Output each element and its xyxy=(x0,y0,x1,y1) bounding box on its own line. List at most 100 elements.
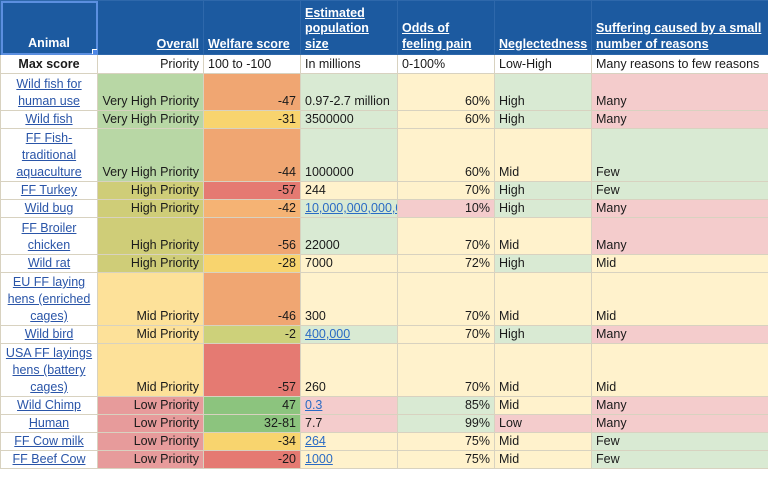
cell-max-animal[interactable]: Max score xyxy=(0,54,98,74)
cell-animal[interactable]: Wild rat xyxy=(0,254,98,273)
cell-population[interactable]: 22000 xyxy=(300,217,398,255)
cell-animal[interactable]: Human xyxy=(0,414,98,433)
cell-welfare-score[interactable]: -34 xyxy=(203,432,301,451)
cell-animal-link[interactable]: FF Fish-traditional aquaculture xyxy=(16,131,82,179)
cell-welfare-score[interactable]: -44 xyxy=(203,128,301,182)
cell-suffering[interactable]: Mid xyxy=(591,343,768,397)
cell-overall-priority[interactable]: Mid Priority xyxy=(97,343,204,397)
cell-animal[interactable]: Wild bird xyxy=(0,325,98,344)
cell-neglectedness[interactable]: High xyxy=(494,254,592,273)
cell-suffering[interactable]: Many xyxy=(591,110,768,129)
cell-suffering[interactable]: Mid xyxy=(591,272,768,326)
header-welfare-score[interactable]: Welfare score xyxy=(203,0,301,55)
cell-animal[interactable]: Wild fish for human use xyxy=(0,73,98,111)
cell-overall-priority[interactable]: Low Priority xyxy=(97,432,204,451)
cell-welfare-score[interactable]: -57 xyxy=(203,181,301,200)
cell-suffering[interactable]: Few xyxy=(591,128,768,182)
cell-neglectedness[interactable]: High xyxy=(494,325,592,344)
cell-animal-link[interactable]: Wild fish for human use xyxy=(16,77,82,108)
cell-overall-priority[interactable]: Very High Priority xyxy=(97,128,204,182)
cell-welfare-score[interactable]: -57 xyxy=(203,343,301,397)
cell-neglectedness[interactable]: Mid xyxy=(494,396,592,415)
cell-animal-link[interactable]: FF Broiler chicken xyxy=(21,221,77,252)
cell-suffering[interactable]: Many xyxy=(591,199,768,218)
fill-handle[interactable] xyxy=(92,49,97,54)
cell-population-link[interactable]: 400,000 xyxy=(305,327,351,341)
cell-pain-odds[interactable]: 70% xyxy=(397,217,495,255)
cell-suffering[interactable]: Mid xyxy=(591,254,768,273)
cell-max-overall[interactable]: Priority xyxy=(97,54,204,74)
cell-welfare-score[interactable]: -46 xyxy=(203,272,301,326)
cell-overall-priority[interactable]: High Priority xyxy=(97,217,204,255)
cell-animal-link[interactable]: Wild rat xyxy=(27,256,71,270)
cell-welfare-score[interactable]: 32-81 xyxy=(203,414,301,433)
cell-pain-odds[interactable]: 70% xyxy=(397,343,495,397)
cell-animal-link[interactable]: Human xyxy=(28,416,70,430)
cell-neglectedness[interactable]: High xyxy=(494,110,592,129)
cell-suffering[interactable]: Many xyxy=(591,414,768,433)
cell-population[interactable]: 1000 xyxy=(300,450,398,469)
cell-pain-odds[interactable]: 75% xyxy=(397,450,495,469)
cell-pain-odds[interactable]: 70% xyxy=(397,272,495,326)
cell-animal[interactable]: Wild fish xyxy=(0,110,98,129)
cell-animal[interactable]: USA FF layings hens (battery cages) xyxy=(0,343,98,397)
cell-neglectedness[interactable]: Mid xyxy=(494,217,592,255)
cell-pain-odds[interactable]: 75% xyxy=(397,432,495,451)
cell-animal-link[interactable]: Wild bug xyxy=(24,201,74,215)
cell-population-link[interactable]: 10,000,000,000,000 xyxy=(305,201,397,215)
cell-overall-priority[interactable]: Very High Priority xyxy=(97,73,204,111)
cell-pain-odds[interactable]: 85% xyxy=(397,396,495,415)
cell-suffering[interactable]: Many xyxy=(591,217,768,255)
cell-neglectedness[interactable]: Mid xyxy=(494,432,592,451)
cell-suffering[interactable]: Many xyxy=(591,73,768,111)
cell-animal[interactable]: FF Beef Cow xyxy=(0,450,98,469)
header-animal[interactable]: Animal xyxy=(0,0,98,55)
cell-overall-priority[interactable]: Mid Priority xyxy=(97,272,204,326)
cell-overall-priority[interactable]: High Priority xyxy=(97,199,204,218)
cell-animal[interactable]: EU FF laying hens (enriched cages) xyxy=(0,272,98,326)
cell-suffering[interactable]: Many xyxy=(591,396,768,415)
cell-neglectedness[interactable]: Low xyxy=(494,414,592,433)
cell-pain-odds[interactable]: 72% xyxy=(397,254,495,273)
cell-population-link[interactable]: 264 xyxy=(305,434,326,448)
cell-overall-priority[interactable]: Low Priority xyxy=(97,414,204,433)
cell-welfare-score[interactable]: 47 xyxy=(203,396,301,415)
cell-neglectedness[interactable]: High xyxy=(494,181,592,200)
cell-welfare-score[interactable]: -47 xyxy=(203,73,301,111)
cell-overall-priority[interactable]: Very High Priority xyxy=(97,110,204,129)
cell-neglectedness[interactable]: Mid xyxy=(494,128,592,182)
cell-population[interactable]: 400,000 xyxy=(300,325,398,344)
header-suffering[interactable]: Suffering caused by a small number of re… xyxy=(591,0,768,55)
cell-suffering[interactable]: Few xyxy=(591,181,768,200)
cell-suffering[interactable]: Many xyxy=(591,325,768,344)
cell-population[interactable]: 1000000 xyxy=(300,128,398,182)
cell-overall-priority[interactable]: Mid Priority xyxy=(97,325,204,344)
cell-animal-link[interactable]: EU FF laying hens (enriched cages) xyxy=(7,275,91,323)
cell-max-welfare[interactable]: 100 to -100 xyxy=(203,54,301,74)
header-pain-odds[interactable]: Odds of feeling pain xyxy=(397,0,495,55)
cell-overall-priority[interactable]: High Priority xyxy=(97,254,204,273)
cell-population[interactable]: 244 xyxy=(300,181,398,200)
cell-overall-priority[interactable]: High Priority xyxy=(97,181,204,200)
cell-welfare-score[interactable]: -28 xyxy=(203,254,301,273)
cell-animal-link[interactable]: Wild bird xyxy=(24,327,74,341)
header-overall[interactable]: Overall xyxy=(97,0,204,55)
cell-max-suffering[interactable]: Many reasons to few reasons xyxy=(591,54,768,74)
cell-pain-odds[interactable]: 70% xyxy=(397,181,495,200)
cell-welfare-score[interactable]: -20 xyxy=(203,450,301,469)
cell-population[interactable]: 7.7 xyxy=(300,414,398,433)
cell-overall-priority[interactable]: Low Priority xyxy=(97,450,204,469)
header-neglectedness[interactable]: Neglectedness xyxy=(494,0,592,55)
cell-animal[interactable]: FF Turkey xyxy=(0,181,98,200)
cell-population[interactable]: 300 xyxy=(300,272,398,326)
cell-pain-odds[interactable]: 99% xyxy=(397,414,495,433)
cell-animal[interactable]: FF Fish-traditional aquaculture xyxy=(0,128,98,182)
cell-population-link[interactable]: 1000 xyxy=(305,452,333,466)
cell-population[interactable]: 0.3 xyxy=(300,396,398,415)
cell-population[interactable]: 7000 xyxy=(300,254,398,273)
cell-animal-link[interactable]: FF Beef Cow xyxy=(12,452,86,466)
cell-pain-odds[interactable]: 60% xyxy=(397,110,495,129)
cell-pain-odds[interactable]: 60% xyxy=(397,73,495,111)
cell-animal-link[interactable]: Wild fish xyxy=(25,112,73,126)
cell-animal-link[interactable]: FF Turkey xyxy=(20,183,78,197)
